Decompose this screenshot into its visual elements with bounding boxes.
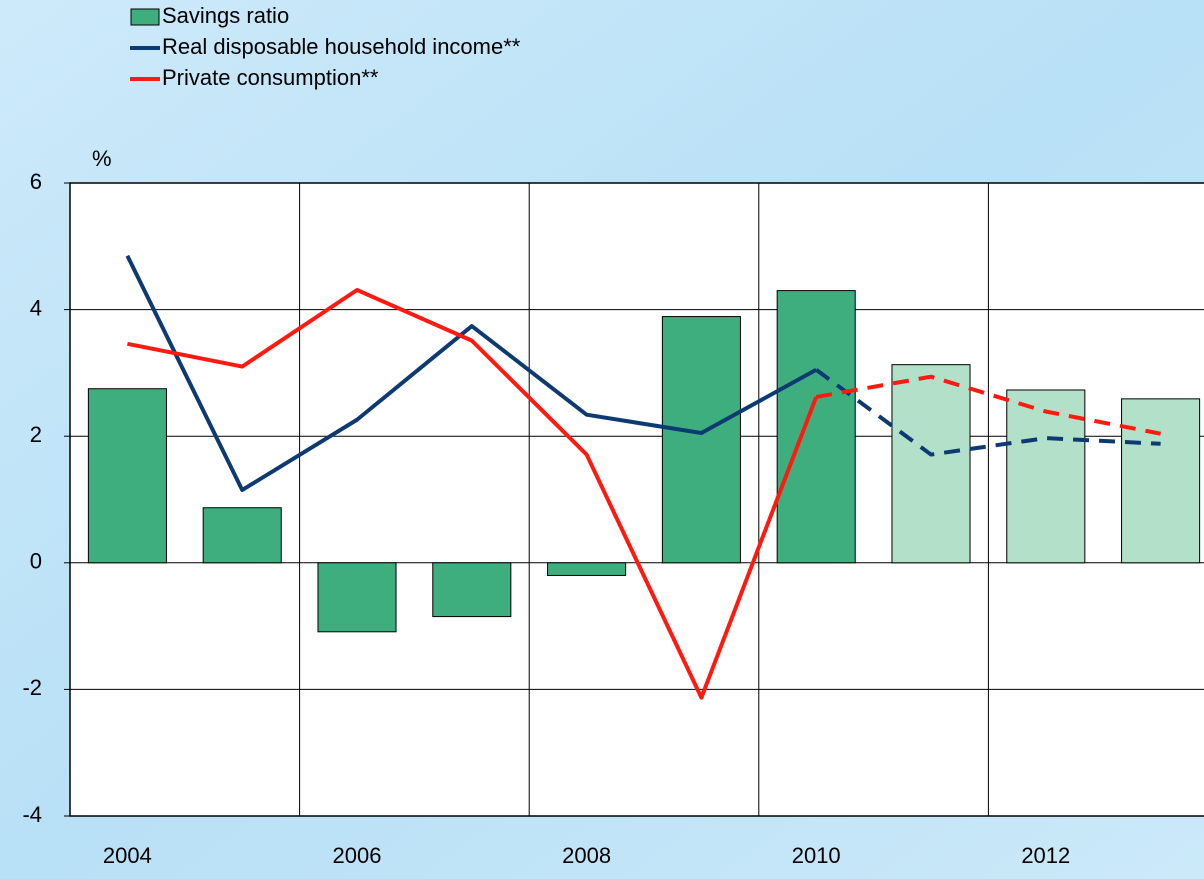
legend-swatch bbox=[130, 8, 160, 26]
line bbox=[125, 254, 818, 493]
x-tick-label: 2004 bbox=[103, 843, 152, 868]
x-tick-label: 2010 bbox=[792, 843, 841, 868]
line-forecast bbox=[815, 368, 1161, 457]
bar bbox=[661, 316, 741, 564]
bar bbox=[547, 562, 627, 576]
y-axis-label: % bbox=[92, 146, 112, 171]
legend-label: Real disposable household income** bbox=[162, 34, 521, 59]
bar bbox=[432, 562, 512, 618]
y-tick-label: 4 bbox=[30, 295, 42, 320]
x-tick-label: 2012 bbox=[1021, 843, 1070, 868]
bar bbox=[317, 562, 397, 633]
x-tick-label: 2006 bbox=[333, 843, 382, 868]
line-forecast bbox=[815, 374, 1161, 436]
bar bbox=[891, 364, 971, 564]
bar bbox=[776, 290, 856, 564]
y-tick-label: 6 bbox=[30, 169, 42, 194]
bar bbox=[87, 388, 167, 564]
legend-label: Savings ratio bbox=[162, 3, 289, 28]
line bbox=[127, 287, 819, 700]
y-tick-label: 0 bbox=[30, 549, 42, 574]
bar bbox=[202, 507, 282, 564]
y-tick-label: -2 bbox=[22, 675, 42, 700]
bar bbox=[1006, 389, 1086, 564]
y-tick-label: 2 bbox=[30, 422, 42, 447]
bar bbox=[1121, 398, 1201, 564]
legend-label: Private consumption** bbox=[162, 65, 379, 90]
y-tick-label: -4 bbox=[22, 802, 42, 827]
x-tick-label: 2008 bbox=[562, 843, 611, 868]
